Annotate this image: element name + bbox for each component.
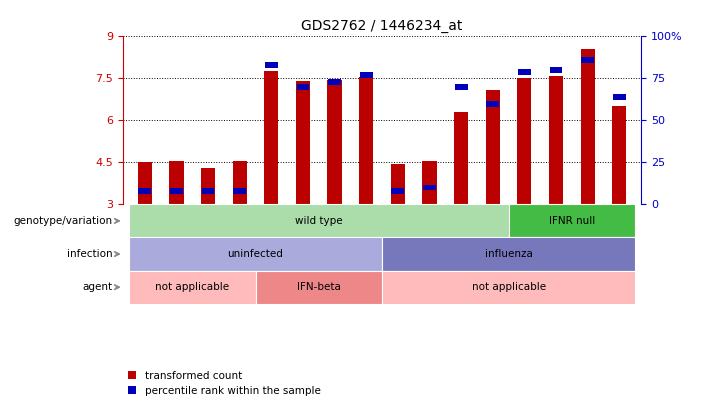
Bar <box>233 161 247 205</box>
Bar <box>360 72 373 78</box>
Bar <box>508 205 635 237</box>
Bar <box>265 62 278 68</box>
Bar <box>612 107 627 205</box>
Bar <box>137 162 152 205</box>
Bar <box>455 84 468 90</box>
Bar <box>233 188 246 194</box>
Bar <box>382 271 635 304</box>
Bar <box>391 188 404 194</box>
Bar <box>138 188 151 194</box>
Text: wild type: wild type <box>295 216 343 226</box>
Text: not applicable: not applicable <box>155 282 229 292</box>
Bar <box>201 168 215 205</box>
Bar <box>359 77 374 205</box>
Bar <box>328 79 341 85</box>
Title: GDS2762 / 1446234_at: GDS2762 / 1446234_at <box>301 19 463 33</box>
Text: agent: agent <box>82 282 112 292</box>
Bar <box>296 81 310 205</box>
Bar <box>129 271 256 304</box>
Bar <box>129 237 382 271</box>
Bar <box>297 84 309 90</box>
Bar <box>202 188 215 194</box>
Bar <box>423 161 437 205</box>
Bar <box>327 80 341 205</box>
Bar <box>390 164 405 205</box>
Bar <box>517 79 531 205</box>
Bar <box>170 161 184 205</box>
Bar <box>129 205 508 237</box>
Text: IFN-beta: IFN-beta <box>297 282 341 292</box>
Bar <box>423 185 436 190</box>
Bar <box>486 90 500 205</box>
Legend: transformed count, percentile rank within the sample: transformed count, percentile rank withi… <box>128 371 320 396</box>
Bar <box>170 188 183 194</box>
Bar <box>382 237 635 271</box>
Text: influenza: influenza <box>484 249 533 259</box>
Text: genotype/variation: genotype/variation <box>13 216 112 226</box>
Bar <box>486 101 499 107</box>
Text: not applicable: not applicable <box>472 282 545 292</box>
Bar <box>518 69 531 75</box>
Bar <box>580 49 594 205</box>
Text: infection: infection <box>67 249 112 259</box>
Bar <box>550 67 562 73</box>
Bar <box>256 271 382 304</box>
Text: IFNR null: IFNR null <box>549 216 595 226</box>
Bar <box>549 76 563 205</box>
Bar <box>581 57 594 63</box>
Bar <box>264 71 278 205</box>
Bar <box>454 112 468 205</box>
Text: uninfected: uninfected <box>228 249 283 259</box>
Bar <box>613 94 626 100</box>
